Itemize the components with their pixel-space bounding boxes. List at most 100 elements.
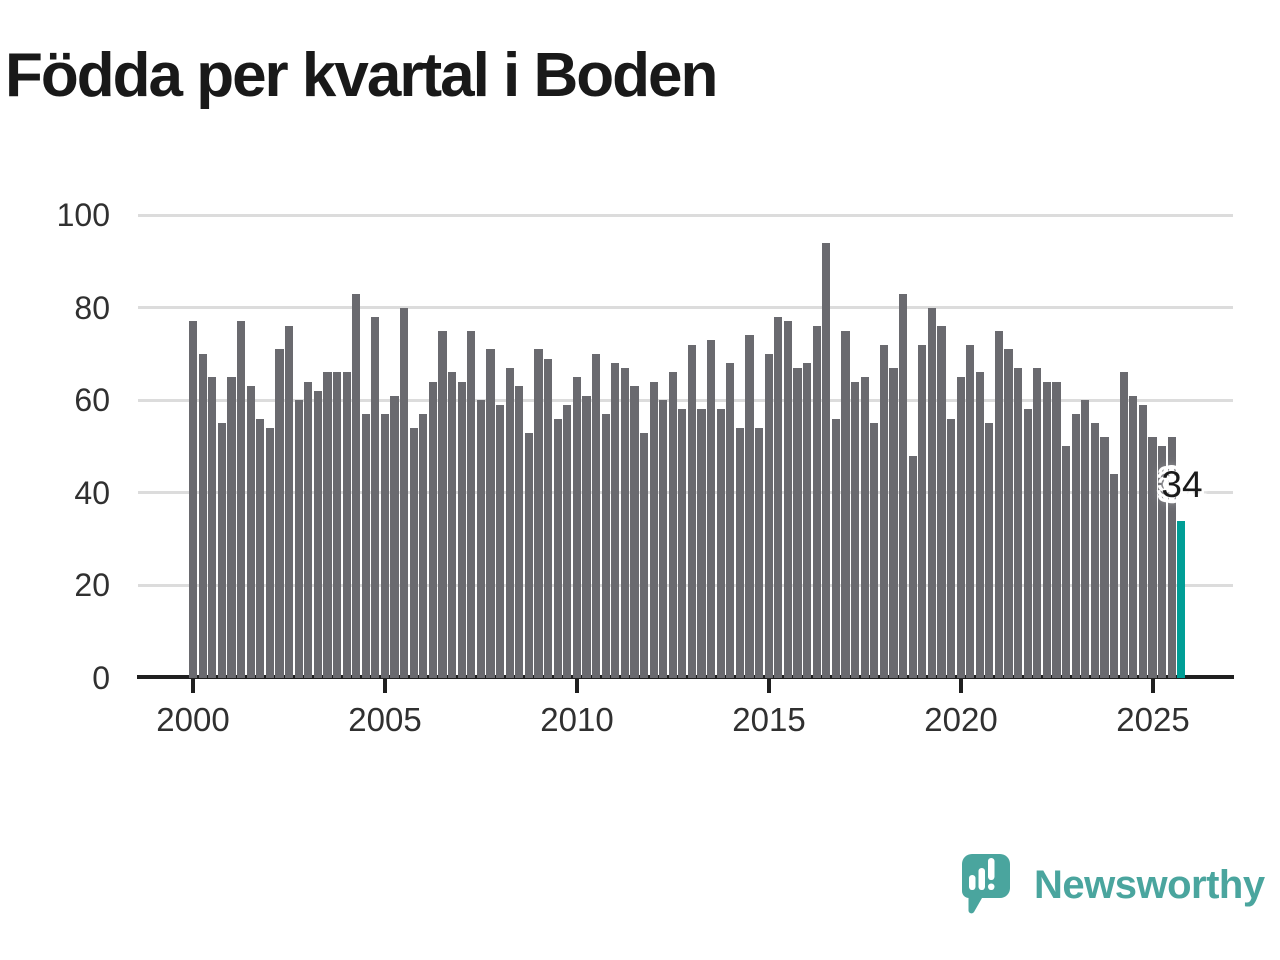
bar (1023, 409, 1032, 678)
gridline-y-100 (138, 214, 1233, 217)
bar (889, 368, 898, 678)
bar (400, 308, 409, 678)
gridline-y-80 (138, 306, 1233, 309)
bar (678, 409, 687, 678)
bar (505, 368, 514, 678)
bar (975, 372, 984, 678)
bar (831, 419, 840, 678)
bar (217, 423, 226, 678)
x-axis-tick-2005 (383, 679, 387, 693)
bar (457, 382, 466, 678)
x-axis-tick-2010 (575, 679, 579, 693)
bar (284, 326, 294, 678)
bar (486, 349, 495, 678)
bar (601, 414, 610, 678)
bar (380, 414, 390, 678)
bar (323, 372, 332, 678)
bar (563, 405, 572, 678)
bar (342, 372, 351, 678)
bar (438, 331, 447, 678)
bar (697, 409, 706, 678)
bar (879, 345, 888, 678)
bar (515, 386, 524, 678)
newsworthy-speech-bubble-chart-icon (962, 854, 1010, 914)
bar (764, 354, 773, 678)
bar (198, 354, 207, 678)
bar (371, 317, 380, 678)
bar (467, 331, 476, 678)
bar (966, 345, 975, 678)
bar (543, 359, 553, 678)
bar (755, 428, 764, 678)
newsworthy-logo-text: Newsworthy (1034, 863, 1265, 907)
bar (256, 419, 265, 678)
highlight-value-label: 34 (1161, 464, 1203, 505)
bar (735, 428, 745, 678)
bar (841, 331, 850, 678)
bar (572, 377, 581, 678)
newsworthy-logo: Newsworthy (960, 852, 1265, 922)
bar (275, 349, 284, 678)
bar (707, 340, 716, 678)
bar (918, 345, 927, 678)
bar (1110, 474, 1119, 678)
bar (659, 400, 668, 678)
x-axis-tick-2020 (959, 679, 963, 693)
bar (774, 317, 783, 678)
x-tick-label: 2000 (156, 701, 230, 738)
bar (409, 428, 418, 678)
bar (1052, 382, 1061, 678)
bar (639, 433, 649, 678)
bar (687, 345, 697, 678)
bar (534, 349, 543, 678)
bar (591, 354, 601, 678)
y-tick-label: 0 (92, 660, 110, 696)
bar (1138, 405, 1147, 678)
bar (726, 363, 735, 678)
bar (668, 372, 677, 678)
bar (908, 456, 917, 678)
bar (1090, 423, 1099, 678)
bar (189, 321, 198, 678)
bar (937, 326, 946, 678)
x-tick-label: 2015 (732, 701, 806, 738)
y-tick-label: 60 (74, 382, 110, 418)
bar (1071, 414, 1080, 678)
bar (313, 391, 322, 678)
gridline-y-60 (138, 399, 1233, 402)
x-tick-label: 2025 (1116, 701, 1190, 738)
x-axis-tick-2000 (191, 679, 195, 693)
y-tick-label: 20 (74, 567, 110, 603)
bar (1033, 368, 1042, 678)
bar (803, 363, 812, 678)
bar (927, 308, 936, 678)
bar (265, 428, 274, 678)
bar (1014, 368, 1023, 678)
bar (1081, 400, 1090, 678)
bar (850, 382, 860, 678)
bar (294, 400, 303, 678)
bar (246, 386, 255, 678)
bar (812, 326, 821, 678)
bar (898, 294, 908, 678)
bar (1100, 437, 1109, 678)
bar (783, 321, 792, 678)
bar (390, 396, 399, 678)
bar-highlighted (1177, 521, 1186, 678)
bar (428, 382, 438, 678)
bar (745, 335, 754, 678)
bar-series (189, 208, 1186, 678)
bar (1167, 437, 1176, 678)
bar (793, 368, 802, 678)
bar (352, 294, 361, 678)
x-tick-label: 2020 (924, 701, 998, 738)
bar (1157, 446, 1167, 678)
bar (304, 382, 313, 678)
bar (361, 414, 370, 678)
x-axis-tick-2015 (767, 679, 771, 693)
chart-title: Födda per kvartal i Boden (5, 41, 718, 110)
bar (860, 377, 869, 678)
bar (1119, 372, 1128, 678)
bar (822, 243, 831, 678)
bar (620, 368, 629, 678)
